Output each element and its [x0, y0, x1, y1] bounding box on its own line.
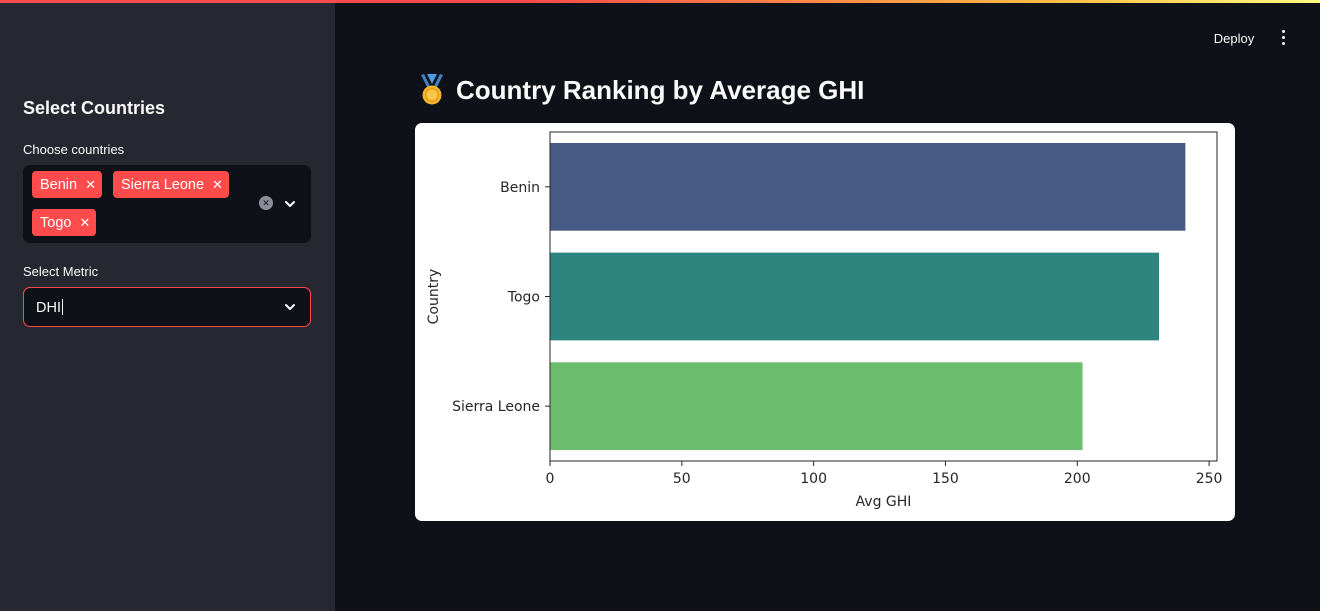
tag-label: Togo [40, 214, 72, 231]
y-tick-label: Togo [507, 290, 540, 306]
top-decoration-bar [0, 0, 1320, 3]
x-tick-label: 50 [673, 471, 691, 487]
text-cursor [61, 299, 63, 315]
bar-benin [550, 142, 1186, 231]
page-title-text: Country Ranking by Average GHI [456, 74, 865, 105]
chevron-down-icon[interactable] [283, 197, 297, 211]
x-tick-label: 150 [932, 471, 959, 487]
sidebar-title: Select Countries [23, 98, 166, 118]
clear-all-icon[interactable]: ✕ [259, 196, 273, 210]
remove-tag-icon[interactable]: ✕ [212, 177, 223, 192]
tag-togo: Togo ✕ [32, 209, 97, 236]
remove-tag-icon[interactable]: ✕ [85, 177, 96, 192]
countries-label: Choose countries [23, 142, 125, 157]
remove-tag-icon[interactable]: ✕ [79, 215, 91, 230]
countries-multiselect[interactable]: Benin ✕ Sierra Leone ✕ Togo ✕ ✕ [23, 165, 311, 243]
metric-select[interactable]: DHI [23, 287, 311, 327]
bar-sierra-leone [550, 362, 1083, 451]
tag-label: Sierra Leone [121, 176, 205, 193]
tag-sierra-leone: Sierra Leone ✕ [113, 171, 229, 198]
y-tick-label: Sierra Leone [452, 399, 540, 415]
y-tick-label: Benin [500, 180, 540, 196]
x-tick-label: 100 [800, 471, 827, 487]
chevron-down-icon[interactable] [283, 300, 297, 314]
main-menu-icon[interactable] [1274, 27, 1292, 47]
metric-label: Select Metric [23, 264, 99, 279]
y-axis-label: Country [426, 269, 442, 325]
bar-togo [550, 252, 1159, 341]
page-title: Country Ranking by Average GHI [418, 74, 864, 106]
x-tick-label: 200 [1064, 471, 1091, 487]
metric-select-value[interactable]: DHI [36, 299, 63, 316]
medal-icon [421, 74, 443, 105]
x-tick-label: 250 [1196, 471, 1223, 487]
tag-label: Benin [40, 176, 78, 193]
tag-benin: Benin ✕ [32, 171, 102, 198]
chart-card: Benin Togo Sierra Leone 0 50 100 150 200 250 Avg … [415, 123, 1235, 521]
x-axis-label: Avg GHI [856, 494, 912, 510]
bar-chart: Benin Togo Sierra Leone 0 50 100 150 200 250 Avg … [426, 131, 1223, 510]
x-tick-label: 0 [546, 471, 555, 487]
sidebar: Select Countries Choose countries Benin … [0, 0, 335, 611]
deploy-button[interactable]: Deploy [1213, 30, 1255, 46]
plot-frame [549, 131, 1218, 462]
